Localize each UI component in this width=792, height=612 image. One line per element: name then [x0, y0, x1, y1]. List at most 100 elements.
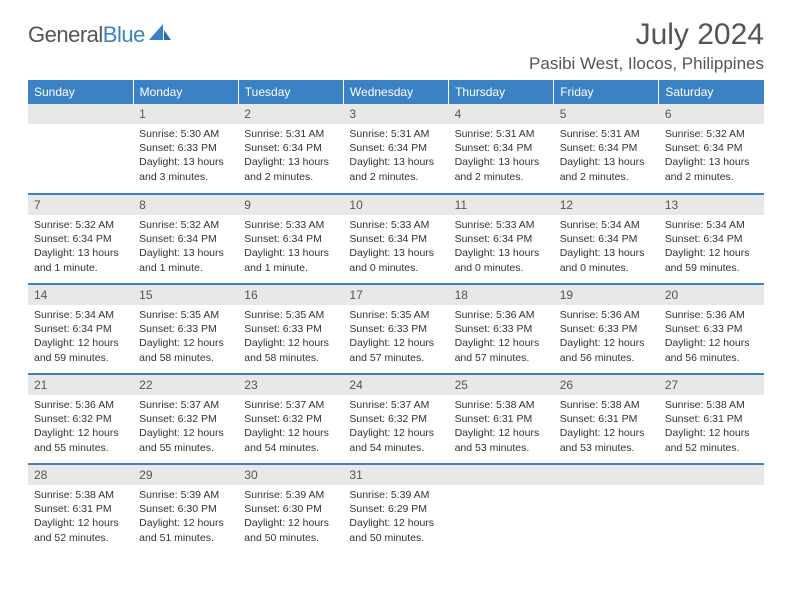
title-block: July 2024 Pasibi West, Ilocos, Philippin…	[529, 18, 764, 74]
day-cell: 21Sunrise: 5:36 AMSunset: 6:32 PMDayligh…	[28, 374, 133, 464]
sunset-text: Sunset: 6:34 PM	[560, 232, 653, 246]
day-cell: 14Sunrise: 5:34 AMSunset: 6:34 PMDayligh…	[28, 284, 133, 374]
sunrise-text: Sunrise: 5:32 AM	[139, 218, 232, 232]
daylight-text: Daylight: 12 hours and 56 minutes.	[665, 336, 758, 364]
day-cell: 30Sunrise: 5:39 AMSunset: 6:30 PMDayligh…	[238, 464, 343, 554]
daylight-text: Daylight: 12 hours and 56 minutes.	[560, 336, 653, 364]
day-cell: 27Sunrise: 5:38 AMSunset: 6:31 PMDayligh…	[659, 374, 764, 464]
weekday-header: Tuesday	[238, 80, 343, 104]
sunrise-text: Sunrise: 5:31 AM	[349, 127, 442, 141]
day-cell: 18Sunrise: 5:36 AMSunset: 6:33 PMDayligh…	[449, 284, 554, 374]
sunset-text: Sunset: 6:32 PM	[34, 412, 127, 426]
day-cell	[449, 464, 554, 554]
day-number: 11	[449, 195, 554, 215]
sunset-text: Sunset: 6:34 PM	[455, 232, 548, 246]
day-cell: 15Sunrise: 5:35 AMSunset: 6:33 PMDayligh…	[133, 284, 238, 374]
sunrise-text: Sunrise: 5:39 AM	[244, 488, 337, 502]
day-cell: 13Sunrise: 5:34 AMSunset: 6:34 PMDayligh…	[659, 194, 764, 284]
day-cell: 31Sunrise: 5:39 AMSunset: 6:29 PMDayligh…	[343, 464, 448, 554]
day-details: Sunrise: 5:35 AMSunset: 6:33 PMDaylight:…	[238, 305, 343, 369]
day-number	[554, 465, 659, 485]
daylight-text: Daylight: 12 hours and 50 minutes.	[349, 516, 442, 544]
day-details: Sunrise: 5:33 AMSunset: 6:34 PMDaylight:…	[449, 215, 554, 279]
daylight-text: Daylight: 13 hours and 2 minutes.	[665, 155, 758, 183]
day-details: Sunrise: 5:35 AMSunset: 6:33 PMDaylight:…	[133, 305, 238, 369]
sunrise-text: Sunrise: 5:35 AM	[244, 308, 337, 322]
weekday-header: Monday	[133, 80, 238, 104]
day-cell: 25Sunrise: 5:38 AMSunset: 6:31 PMDayligh…	[449, 374, 554, 464]
daylight-text: Daylight: 13 hours and 0 minutes.	[560, 246, 653, 274]
daylight-text: Daylight: 12 hours and 58 minutes.	[244, 336, 337, 364]
sunrise-text: Sunrise: 5:38 AM	[665, 398, 758, 412]
day-number: 5	[554, 104, 659, 124]
weekday-header-row: Sunday Monday Tuesday Wednesday Thursday…	[28, 80, 764, 104]
day-number: 15	[133, 285, 238, 305]
sunset-text: Sunset: 6:31 PM	[560, 412, 653, 426]
day-number	[449, 465, 554, 485]
day-details: Sunrise: 5:37 AMSunset: 6:32 PMDaylight:…	[133, 395, 238, 459]
sunrise-text: Sunrise: 5:38 AM	[455, 398, 548, 412]
day-cell: 6Sunrise: 5:32 AMSunset: 6:34 PMDaylight…	[659, 104, 764, 194]
sunset-text: Sunset: 6:34 PM	[455, 141, 548, 155]
sunset-text: Sunset: 6:29 PM	[349, 502, 442, 516]
daylight-text: Daylight: 13 hours and 0 minutes.	[349, 246, 442, 274]
week-row: 28Sunrise: 5:38 AMSunset: 6:31 PMDayligh…	[28, 464, 764, 554]
sunrise-text: Sunrise: 5:31 AM	[560, 127, 653, 141]
daylight-text: Daylight: 12 hours and 55 minutes.	[34, 426, 127, 454]
sunset-text: Sunset: 6:34 PM	[34, 232, 127, 246]
day-cell: 7Sunrise: 5:32 AMSunset: 6:34 PMDaylight…	[28, 194, 133, 284]
sunrise-text: Sunrise: 5:30 AM	[139, 127, 232, 141]
daylight-text: Daylight: 12 hours and 53 minutes.	[455, 426, 548, 454]
daylight-text: Daylight: 12 hours and 54 minutes.	[349, 426, 442, 454]
sunrise-text: Sunrise: 5:36 AM	[665, 308, 758, 322]
sunrise-text: Sunrise: 5:36 AM	[455, 308, 548, 322]
sunrise-text: Sunrise: 5:32 AM	[665, 127, 758, 141]
day-number: 24	[343, 375, 448, 395]
day-number: 17	[343, 285, 448, 305]
day-cell: 10Sunrise: 5:33 AMSunset: 6:34 PMDayligh…	[343, 194, 448, 284]
day-details: Sunrise: 5:34 AMSunset: 6:34 PMDaylight:…	[659, 215, 764, 279]
day-details: Sunrise: 5:31 AMSunset: 6:34 PMDaylight:…	[238, 124, 343, 188]
day-details: Sunrise: 5:36 AMSunset: 6:33 PMDaylight:…	[449, 305, 554, 369]
sunset-text: Sunset: 6:34 PM	[244, 232, 337, 246]
day-cell	[659, 464, 764, 554]
daylight-text: Daylight: 13 hours and 2 minutes.	[349, 155, 442, 183]
daylight-text: Daylight: 12 hours and 58 minutes.	[139, 336, 232, 364]
sunrise-text: Sunrise: 5:34 AM	[34, 308, 127, 322]
daylight-text: Daylight: 12 hours and 57 minutes.	[455, 336, 548, 364]
sunrise-text: Sunrise: 5:31 AM	[244, 127, 337, 141]
weekday-header: Wednesday	[343, 80, 448, 104]
day-cell: 4Sunrise: 5:31 AMSunset: 6:34 PMDaylight…	[449, 104, 554, 194]
day-number: 6	[659, 104, 764, 124]
weekday-header: Friday	[554, 80, 659, 104]
sunset-text: Sunset: 6:33 PM	[244, 322, 337, 336]
day-details: Sunrise: 5:33 AMSunset: 6:34 PMDaylight:…	[238, 215, 343, 279]
daylight-text: Daylight: 13 hours and 2 minutes.	[455, 155, 548, 183]
sunrise-text: Sunrise: 5:38 AM	[560, 398, 653, 412]
sunset-text: Sunset: 6:31 PM	[455, 412, 548, 426]
day-cell: 19Sunrise: 5:36 AMSunset: 6:33 PMDayligh…	[554, 284, 659, 374]
daylight-text: Daylight: 13 hours and 1 minute.	[139, 246, 232, 274]
daylight-text: Daylight: 12 hours and 59 minutes.	[34, 336, 127, 364]
day-number: 4	[449, 104, 554, 124]
day-details: Sunrise: 5:31 AMSunset: 6:34 PMDaylight:…	[554, 124, 659, 188]
sunset-text: Sunset: 6:34 PM	[139, 232, 232, 246]
sunrise-text: Sunrise: 5:34 AM	[665, 218, 758, 232]
sunset-text: Sunset: 6:34 PM	[560, 141, 653, 155]
sunrise-text: Sunrise: 5:33 AM	[349, 218, 442, 232]
sunrise-text: Sunrise: 5:34 AM	[560, 218, 653, 232]
day-details: Sunrise: 5:31 AMSunset: 6:34 PMDaylight:…	[343, 124, 448, 188]
sunset-text: Sunset: 6:34 PM	[349, 141, 442, 155]
day-cell: 28Sunrise: 5:38 AMSunset: 6:31 PMDayligh…	[28, 464, 133, 554]
day-cell: 16Sunrise: 5:35 AMSunset: 6:33 PMDayligh…	[238, 284, 343, 374]
sunrise-text: Sunrise: 5:39 AM	[139, 488, 232, 502]
day-details: Sunrise: 5:39 AMSunset: 6:30 PMDaylight:…	[133, 485, 238, 549]
day-details: Sunrise: 5:32 AMSunset: 6:34 PMDaylight:…	[28, 215, 133, 279]
day-number: 20	[659, 285, 764, 305]
sunset-text: Sunset: 6:30 PM	[139, 502, 232, 516]
day-number	[28, 104, 133, 124]
sunset-text: Sunset: 6:33 PM	[349, 322, 442, 336]
sunrise-text: Sunrise: 5:36 AM	[560, 308, 653, 322]
calendar: Sunday Monday Tuesday Wednesday Thursday…	[28, 80, 764, 554]
day-cell: 26Sunrise: 5:38 AMSunset: 6:31 PMDayligh…	[554, 374, 659, 464]
